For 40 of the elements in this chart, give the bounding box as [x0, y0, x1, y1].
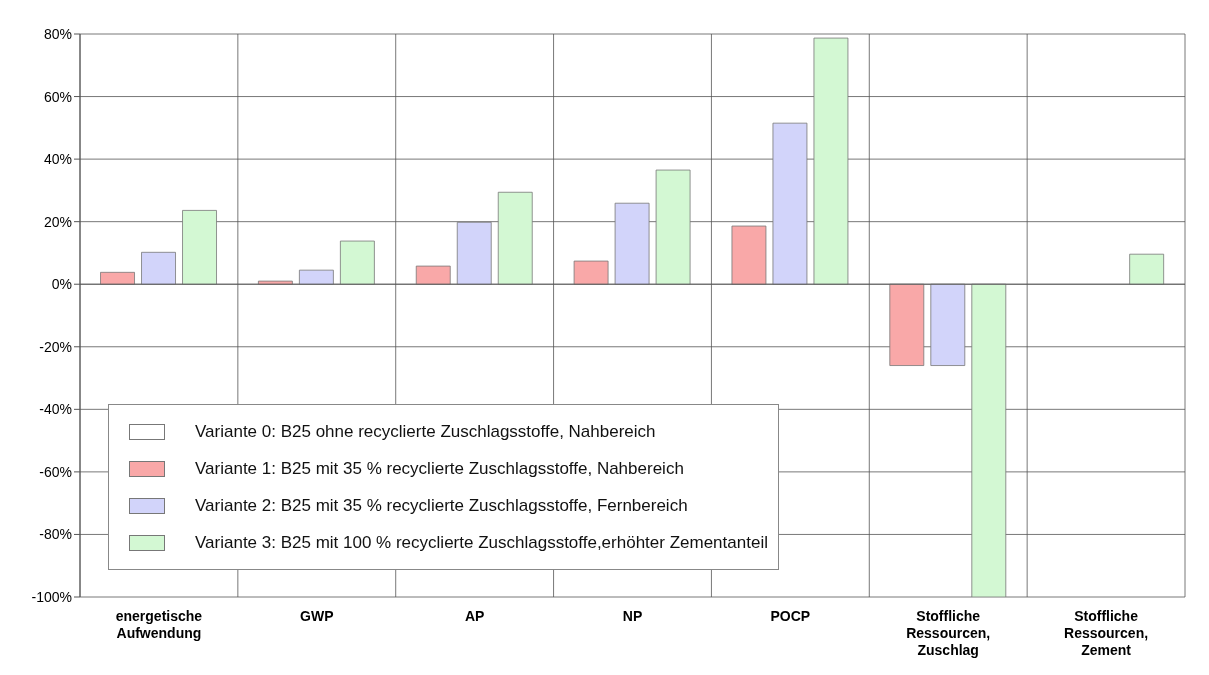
legend-label: Variante 3: B25 mit 100 % recyclierte Zuschlagsstoffe,erhöhter Zementanteil	[195, 532, 768, 553]
bar	[100, 271, 135, 285]
x-tick-label: GWP	[300, 608, 334, 624]
bar	[415, 265, 451, 285]
bar	[731, 225, 767, 285]
y-tick-label: -40%	[39, 401, 72, 418]
bar	[182, 210, 217, 285]
x-tick-label: POCP	[770, 608, 811, 624]
bar	[930, 283, 966, 366]
bar	[497, 191, 533, 285]
y-tick-label: 40%	[43, 151, 72, 168]
bar	[257, 280, 293, 285]
y-tick-label: 80%	[43, 25, 72, 42]
bar	[141, 251, 176, 285]
bar	[614, 202, 650, 285]
x-tick-label: NP	[622, 608, 643, 624]
legend-label: Variante 0: B25 ohne recyclierte Zuschlagsstoffe, Nahbereich	[195, 421, 656, 442]
y-tick-label: 20%	[43, 213, 72, 230]
bar	[573, 260, 609, 285]
y-tick-label: -20%	[39, 338, 72, 355]
x-tick-label: Stoffliche Ressourcen, Zement	[1064, 608, 1149, 658]
x-tick-label: AP	[464, 608, 485, 624]
y-tick-label: -100%	[31, 588, 72, 605]
bar	[1129, 253, 1165, 285]
bar	[655, 169, 691, 285]
legend-label: Variante 1: B25 mit 35 % recyclierte Zuschlagsstoffe, Nahbereich	[195, 458, 684, 479]
legend-label: Variante 2: B25 mit 35 % recyclierte Zuschlagsstoffe, Fernbereich	[195, 495, 688, 516]
y-tick-label: -60%	[39, 463, 72, 480]
y-tick-label: 60%	[43, 88, 72, 105]
bar	[889, 283, 925, 366]
bar	[456, 221, 492, 285]
bar	[772, 122, 808, 285]
bar	[298, 269, 334, 285]
x-tick-label: energetische Aufwendung	[115, 608, 203, 641]
bar	[971, 283, 1007, 597]
y-tick-label: 0%	[51, 276, 72, 293]
bar	[813, 37, 849, 285]
x-tick-label: Stoffliche Ressourcen, Zuschlag	[906, 608, 991, 658]
bar	[339, 240, 375, 285]
y-tick-label: -80%	[39, 526, 72, 543]
